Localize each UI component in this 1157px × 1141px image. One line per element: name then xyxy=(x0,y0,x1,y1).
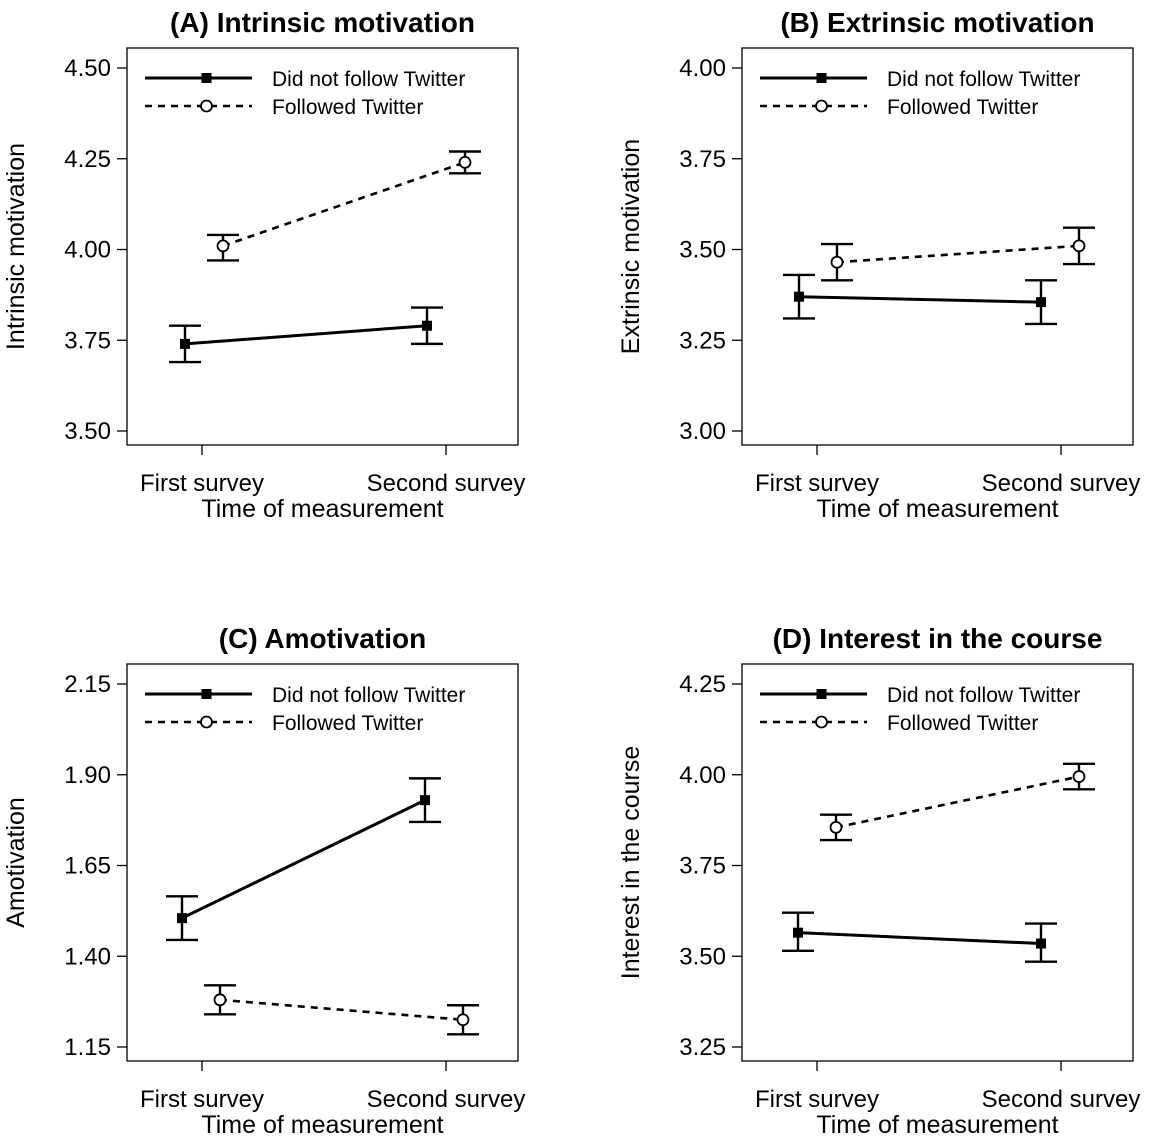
data-point xyxy=(829,820,843,834)
data-point xyxy=(422,320,432,331)
panel-title: (A) Intrinsic motivation xyxy=(170,7,475,38)
series-line xyxy=(184,324,428,346)
series-line xyxy=(181,798,426,920)
y-tick-label: 4.25 xyxy=(64,146,111,173)
series-line xyxy=(835,775,1080,829)
plot-frame xyxy=(741,663,1134,1062)
legend-marker xyxy=(201,689,212,699)
data-point xyxy=(1072,239,1086,253)
y-tick-label: 1.40 xyxy=(64,943,111,970)
data-point xyxy=(177,913,187,924)
y-tick-label: 3.50 xyxy=(679,943,726,970)
x-tick-label: First survey xyxy=(755,1086,879,1113)
legend-label: Followed Twitter xyxy=(887,712,1038,735)
panel-title: (B) Extrinsic motivation xyxy=(780,7,1094,38)
y-tick-label: 1.15 xyxy=(64,1034,111,1061)
y-tick-label: 3.25 xyxy=(679,1034,726,1061)
y-axis-title: Intrinsic motivation xyxy=(2,143,30,350)
legend-marker xyxy=(815,99,828,113)
y-tick-label: 3.50 xyxy=(679,237,726,264)
y-tick-label: 2.15 xyxy=(64,671,111,698)
plot-frame xyxy=(741,47,1134,446)
y-tick-label: 3.75 xyxy=(679,853,726,880)
legend-label: Followed Twitter xyxy=(887,96,1038,119)
data-point xyxy=(1036,297,1046,308)
data-point xyxy=(458,155,472,169)
legend-marker xyxy=(200,99,213,113)
data-point xyxy=(180,338,190,349)
plot-frame xyxy=(126,47,519,446)
legend-label: Did not follow Twitter xyxy=(887,68,1080,91)
legend-marker xyxy=(815,715,828,729)
data-point xyxy=(793,927,803,938)
x-tick-label: Second survey xyxy=(367,1086,526,1113)
series-line xyxy=(836,244,1080,264)
data-point xyxy=(216,239,230,253)
y-tick-label: 3.75 xyxy=(64,327,111,354)
x-tick-label: Second survey xyxy=(367,470,526,497)
series-line xyxy=(222,161,466,248)
legend-label: Followed Twitter xyxy=(272,712,423,735)
panel-title: (C) Amotivation xyxy=(219,623,426,654)
x-axis-title: Time of measurement xyxy=(201,495,443,523)
data-point xyxy=(794,291,804,302)
y-tick-label: 1.90 xyxy=(64,762,111,789)
x-tick-label: First survey xyxy=(755,470,879,497)
x-axis-title: Time of measurement xyxy=(816,495,1058,523)
data-point xyxy=(830,255,844,269)
y-tick-label: 4.00 xyxy=(64,237,111,264)
x-tick-label: Second survey xyxy=(982,470,1141,497)
y-tick-label: 3.00 xyxy=(679,418,726,445)
legend-label: Did not follow Twitter xyxy=(272,68,465,91)
y-tick-label: 3.50 xyxy=(64,418,111,445)
legend-label: Did not follow Twitter xyxy=(887,684,1080,707)
y-tick-label: 3.25 xyxy=(679,327,726,354)
data-point xyxy=(1036,938,1046,949)
x-tick-label: Second survey xyxy=(982,1086,1141,1113)
y-axis-title: Extrinsic motivation xyxy=(617,139,645,354)
x-axis-title: Time of measurement xyxy=(816,1111,1058,1139)
y-tick-label: 4.50 xyxy=(64,55,111,82)
data-point xyxy=(420,795,430,806)
x-axis-title: Time of measurement xyxy=(201,1111,443,1139)
legend-label: Followed Twitter xyxy=(272,96,423,119)
y-axis-title: Amotivation xyxy=(2,797,30,928)
legend-marker xyxy=(201,73,212,83)
series-line xyxy=(219,998,464,1022)
x-tick-label: First survey xyxy=(140,1086,264,1113)
series-line xyxy=(797,931,1042,946)
y-tick-label: 4.25 xyxy=(679,671,726,698)
legend-label: Did not follow Twitter xyxy=(272,684,465,707)
y-tick-label: 4.00 xyxy=(679,55,726,82)
legend-marker xyxy=(816,689,827,699)
y-tick-label: 4.00 xyxy=(679,762,726,789)
y-axis-title: Interest in the course xyxy=(617,746,645,979)
plot-frame xyxy=(126,663,519,1062)
series-line xyxy=(798,295,1042,304)
data-point xyxy=(213,993,227,1007)
data-point xyxy=(1072,770,1086,783)
data-point xyxy=(456,1013,470,1027)
x-tick-label: First survey xyxy=(140,470,264,497)
legend-marker xyxy=(200,715,213,729)
y-tick-label: 1.65 xyxy=(64,853,111,880)
panel-title: (D) Interest in the course xyxy=(773,623,1103,654)
legend-marker xyxy=(816,73,827,83)
y-tick-label: 3.75 xyxy=(679,146,726,173)
